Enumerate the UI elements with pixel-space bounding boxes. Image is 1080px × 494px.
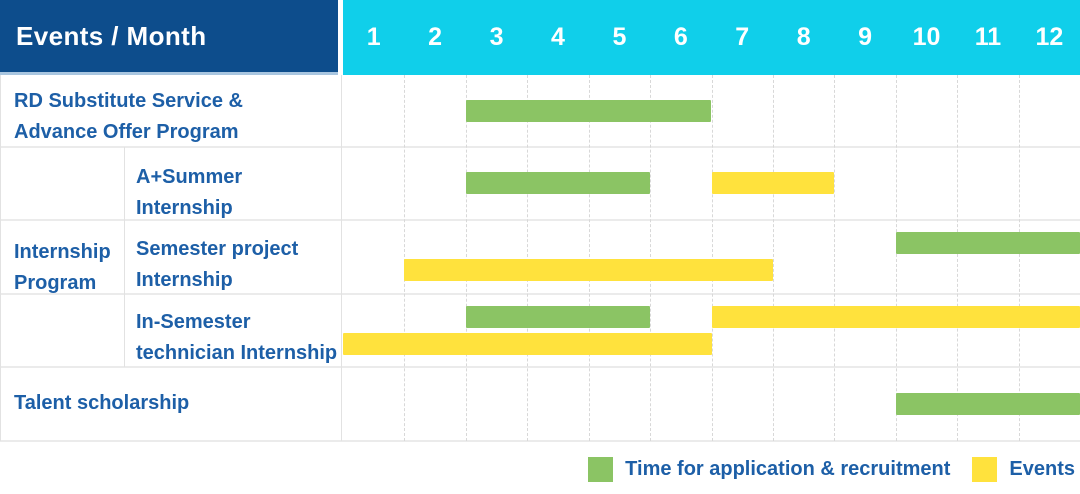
row-separator-line [0,146,1080,148]
month-header-cell: 7 [735,23,750,51]
bar-application [465,100,712,122]
month-header-cell: 3 [489,23,504,51]
month-gridline [772,75,774,441]
bar-event [711,306,1080,328]
month-gridline [465,75,467,441]
month-header-cell: 2 [428,23,443,51]
month-gridline [527,75,529,441]
legend-label: Time for application & recruitment [625,458,951,480]
bar-application [465,306,651,328]
bar-application [465,172,651,194]
month-header-cell: 11 [974,23,1002,51]
row-label: RD Substitute Service & Advance Offer Pr… [14,90,243,143]
row-label: A+Summer Internship [136,166,243,219]
row-separator-line [0,440,1080,442]
month-gridline [834,75,836,441]
bar-application [895,393,1080,415]
legend-swatch-event [972,457,998,482]
month-gridline [650,75,652,441]
legend-swatch-application [588,457,614,482]
month-header-cell: 4 [551,23,565,51]
legend-label: Events [1009,458,1075,480]
row-label: Talent scholarship [14,392,190,414]
legend-item: Time for application & recruitment [588,457,950,482]
label-column-border [341,75,342,441]
row-separator-line [0,219,1080,221]
row-label: In-Semester technician Internship [136,311,338,364]
sub-column-divider [124,147,125,367]
month-header-cell: 9 [858,23,873,51]
corner-header-cell: Events / Month [0,0,338,75]
month-header-row: 1 2 3 4 5 6 7 8 9 10 11 12 [343,0,1080,75]
month-header-cell: 10 [912,23,941,51]
corner-header-label: Events / Month [16,20,207,51]
row-separator-line [0,293,1080,295]
bar-application [895,232,1080,254]
month-header-cell: 6 [673,23,688,51]
month-gridline [895,75,897,441]
month-header-cell: 5 [612,23,627,51]
month-gridline [588,75,590,441]
label-column-border [0,75,1,441]
month-gridline [957,75,959,441]
month-gridline [404,75,406,441]
legend: Time for application & recruitment Events [588,457,1075,482]
month-header-cell: 1 [366,23,381,51]
legend-item: Events [972,457,1075,482]
row-separator-line [0,366,1080,368]
month-gridline [711,75,713,441]
month-header-cell: 8 [796,23,811,51]
bar-event [343,333,712,355]
month-gridline [1018,75,1020,441]
bar-event [404,259,773,281]
month-header-cell: 12 [1035,23,1064,51]
bar-event [711,172,835,194]
row-label: Semester project Internship [136,238,299,291]
group-label: Internship Program [14,241,111,294]
